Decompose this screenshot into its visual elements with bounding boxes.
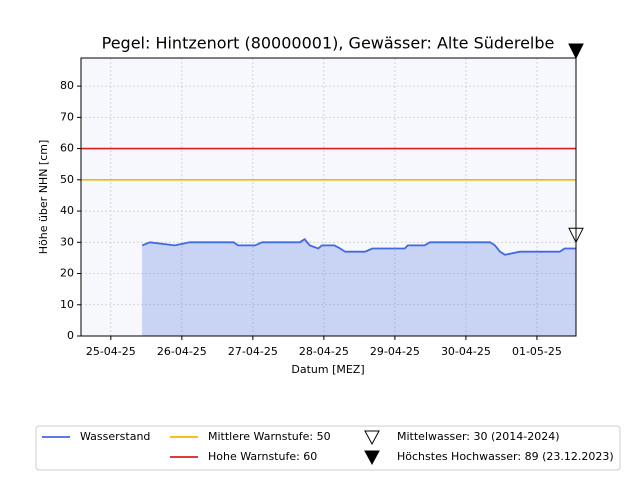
axes-frame bbox=[80, 57, 577, 337]
x-tick-label: 26-04-25 bbox=[157, 345, 207, 358]
y-tick-label: 50 bbox=[60, 173, 74, 186]
y-tick-label: 0 bbox=[67, 329, 74, 342]
legend-label: Wasserstand bbox=[80, 430, 150, 443]
x-tick-label: 25-04-25 bbox=[86, 345, 136, 358]
legend-label: Höchstes Hochwasser: 89 (23.12.2023) bbox=[397, 450, 614, 463]
x-tick-label: 28-04-25 bbox=[299, 345, 349, 358]
x-axis-label: Datum [MEZ] bbox=[291, 363, 364, 376]
legend-swatch bbox=[364, 430, 380, 446]
legend-label: Hohe Warnstufe: 60 bbox=[208, 450, 317, 463]
plot-area bbox=[81, 58, 576, 336]
y-tick-label: 70 bbox=[60, 110, 74, 123]
y-tick-label: 30 bbox=[60, 235, 74, 248]
line bbox=[141, 238, 576, 256]
marker bbox=[568, 43, 584, 60]
chart-title: Pegel: Hintzenort (80000001), Gewässer: … bbox=[102, 34, 555, 53]
y-tick-label: 20 bbox=[60, 267, 74, 280]
x-tick-label: 29-04-25 bbox=[370, 345, 420, 358]
y-tick-label: 10 bbox=[60, 298, 74, 311]
legend-label: Mittelwasser: 30 (2014-2024) bbox=[397, 430, 560, 443]
x-tick-label: 27-04-25 bbox=[228, 345, 278, 358]
y-tick-label: 80 bbox=[60, 79, 74, 92]
y-tick-label: 40 bbox=[60, 204, 74, 217]
x-tick-label: 30-04-25 bbox=[441, 345, 491, 358]
y-tick-label: 60 bbox=[60, 142, 74, 155]
x-tick-label: 01-05-25 bbox=[512, 345, 562, 358]
y-axis-label: Höhe über NHN [cm] bbox=[37, 140, 50, 255]
area bbox=[142, 239, 576, 336]
legend-label: Mittlere Warnstufe: 50 bbox=[208, 430, 331, 443]
legend-swatch bbox=[364, 450, 380, 466]
